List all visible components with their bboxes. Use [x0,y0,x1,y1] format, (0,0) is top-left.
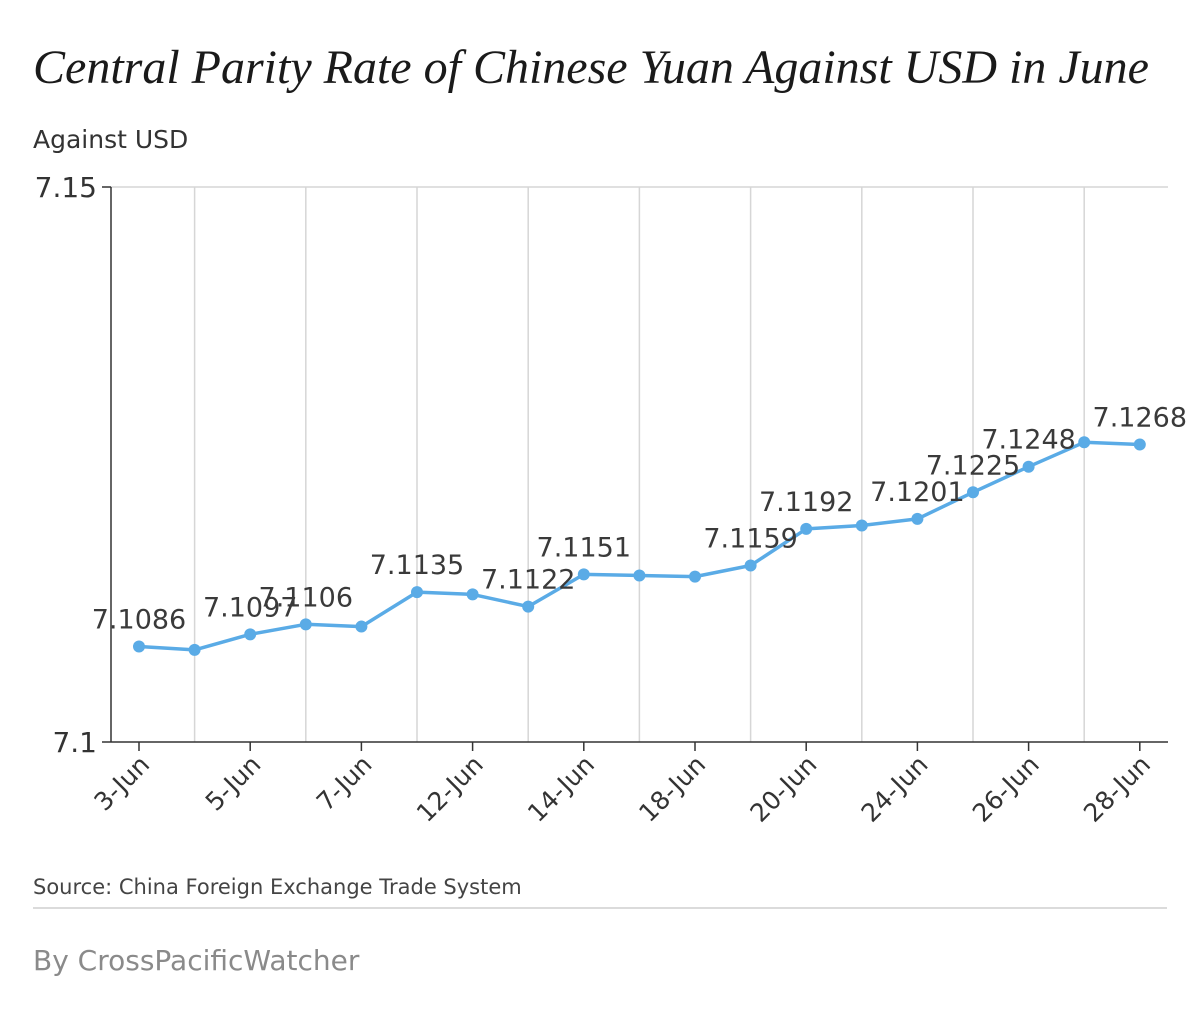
data-label: 7.1192 [759,487,853,518]
data-point [911,512,924,525]
x-tick-label: 26-Jun [967,750,1045,828]
data-label: 7.1201 [870,477,964,508]
x-tick-label: 3-Jun [88,750,155,817]
data-label: 7.1097 [203,592,297,623]
x-tick-label: 14-Jun [522,750,600,828]
axes [110,187,1168,743]
data-point [744,559,757,572]
data-point [355,620,368,633]
data-points [133,436,1146,656]
y-axis-unit-label: Against USD [33,125,188,154]
data-point [1078,436,1091,449]
data-point [689,570,701,583]
data-label: 7.1159 [703,524,797,555]
data-point [522,600,535,613]
data-point [633,569,646,582]
x-tick-label: 24-Jun [856,750,934,828]
y-tick-label: 7.15 [35,171,97,204]
data-point [577,568,590,581]
data-point [967,486,979,499]
data-point [800,522,813,535]
data-label: 7.1106 [259,582,353,613]
x-axis-ticks: 3-Jun 5-Jun 7-Jun 12-Jun 14-Jun 18-Jun 20-Jun 2… [88,742,1156,828]
data-label: 7.1151 [537,532,631,563]
data-point [1133,438,1146,451]
data-point [855,519,868,532]
x-tick-label: 5-Jun [200,750,267,817]
x-tick-label: 28-Jun [1078,750,1156,828]
data-label: 7.1122 [481,565,575,596]
data-label: 7.1225 [926,450,1020,481]
data-point [133,640,145,653]
gridlines [111,186,1168,742]
y-axis-ticks: 7.1 7.15 [35,171,111,759]
data-label: 7.1086 [92,605,186,636]
source-note: Source: China Foreign Exchange Trade Sys… [33,875,522,899]
x-tick-label: 20-Jun [744,750,822,828]
data-point [244,628,257,641]
x-tick-label: 7-Jun [311,750,378,817]
data-label: 7.1248 [981,425,1075,456]
chart-title: Central Parity Rate of Chinese Yuan Agai… [33,41,1149,94]
data-point [299,618,312,631]
x-tick-label: 12-Jun [411,750,489,828]
data-point [411,586,423,599]
byline: By CrossPacificWatcher [33,944,360,977]
y-tick-label: 7.1 [52,726,97,759]
data-point [466,588,479,601]
data-point [188,643,201,656]
data-label: 7.1268 [1093,403,1187,434]
data-label: 7.1135 [370,550,464,581]
x-tick-label: 18-Jun [633,750,711,828]
data-point [1022,460,1035,473]
